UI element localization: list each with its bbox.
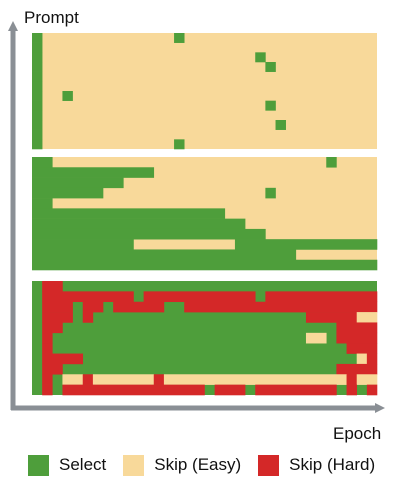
cell-hard bbox=[184, 301, 378, 313]
cell-hard bbox=[336, 322, 378, 334]
cell-hard bbox=[366, 353, 378, 365]
cell-select bbox=[174, 33, 185, 43]
cell-easy bbox=[62, 374, 84, 385]
cell-hard bbox=[42, 281, 63, 292]
cell-select bbox=[174, 139, 185, 150]
cell-select bbox=[32, 129, 43, 140]
x-axis-label: Epoch bbox=[333, 424, 382, 443]
legend-swatch-skip-easy bbox=[123, 454, 145, 476]
panel-background bbox=[32, 33, 377, 149]
cell-select bbox=[234, 239, 378, 250]
cell-hard bbox=[143, 291, 256, 303]
cell-hard bbox=[255, 384, 337, 396]
cell-select bbox=[32, 52, 43, 63]
cell-select bbox=[32, 249, 297, 261]
cell-select bbox=[265, 62, 276, 72]
cell-hard bbox=[42, 301, 73, 313]
cell-hard bbox=[153, 374, 165, 385]
cell-select bbox=[32, 91, 43, 101]
cell-hard bbox=[82, 312, 94, 323]
cell-select bbox=[275, 120, 286, 130]
cell-hard bbox=[62, 384, 205, 396]
heatmap-panels bbox=[32, 33, 378, 396]
legend: Select Skip (Easy) Skip (Hard) bbox=[28, 453, 392, 477]
legend-swatch-skip-hard bbox=[258, 454, 280, 476]
cell-select bbox=[32, 42, 43, 53]
cell-select bbox=[265, 187, 276, 199]
cell-easy bbox=[163, 374, 347, 385]
cell-hard bbox=[346, 343, 378, 354]
cell-hard bbox=[82, 301, 104, 313]
cell-select bbox=[32, 120, 43, 130]
legend-item-select: Select bbox=[28, 454, 107, 476]
cell-select bbox=[32, 177, 124, 189]
cell-select bbox=[32, 81, 43, 92]
cell-hard bbox=[42, 384, 53, 396]
cell-hard bbox=[42, 322, 63, 334]
cell-select bbox=[62, 91, 73, 101]
legend-item-skip-easy: Skip (Easy) bbox=[123, 454, 242, 476]
cell-hard bbox=[265, 291, 378, 303]
cell-easy bbox=[356, 312, 378, 323]
cell-select bbox=[32, 239, 134, 250]
cell-select bbox=[32, 218, 246, 230]
cell-select bbox=[255, 52, 266, 63]
legend-label-select: Select bbox=[59, 455, 107, 474]
cell-select bbox=[32, 167, 155, 178]
cell-select bbox=[32, 259, 378, 271]
panel-1 bbox=[32, 33, 377, 150]
cell-select bbox=[32, 228, 266, 240]
cell-hard bbox=[42, 312, 73, 323]
cell-hard bbox=[42, 374, 53, 385]
cell-hard bbox=[42, 291, 134, 303]
legend-item-skip-hard: Skip (Hard) bbox=[258, 454, 376, 476]
cell-easy bbox=[356, 353, 368, 365]
cell-hard bbox=[336, 332, 378, 344]
legend-label-skip-hard: Skip (Hard) bbox=[289, 455, 376, 474]
cell-select bbox=[32, 139, 43, 150]
cell-select bbox=[32, 198, 53, 209]
panel-3 bbox=[32, 281, 378, 396]
cell-hard bbox=[42, 332, 53, 344]
cell-select bbox=[326, 157, 337, 168]
y-axis-label: Prompt bbox=[24, 8, 79, 27]
cell-hard bbox=[346, 384, 358, 396]
cell-select bbox=[32, 110, 43, 121]
cell-select bbox=[265, 100, 276, 111]
cell-easy bbox=[305, 332, 327, 344]
cell-hard bbox=[366, 384, 378, 396]
cell-select bbox=[32, 208, 226, 219]
cell-select bbox=[32, 100, 43, 111]
cell-hard bbox=[42, 343, 53, 354]
cell-hard bbox=[42, 353, 84, 365]
cell-easy bbox=[92, 374, 155, 385]
cell-hard bbox=[305, 312, 358, 323]
cell-select bbox=[32, 71, 43, 82]
cell-hard bbox=[42, 363, 63, 375]
cell-easy bbox=[356, 374, 378, 385]
cell-select bbox=[32, 62, 43, 72]
cell-select bbox=[32, 157, 53, 168]
cell-select bbox=[32, 33, 43, 43]
cell-select bbox=[32, 187, 104, 199]
cell-hard bbox=[336, 363, 378, 375]
legend-swatch-select bbox=[28, 454, 49, 476]
cell-hard bbox=[113, 301, 165, 313]
legend-label-skip-easy: Skip (Easy) bbox=[154, 455, 242, 474]
panel-2 bbox=[32, 157, 378, 271]
cell-hard bbox=[82, 374, 94, 385]
cell-hard bbox=[346, 374, 358, 385]
cell-hard bbox=[214, 384, 246, 396]
